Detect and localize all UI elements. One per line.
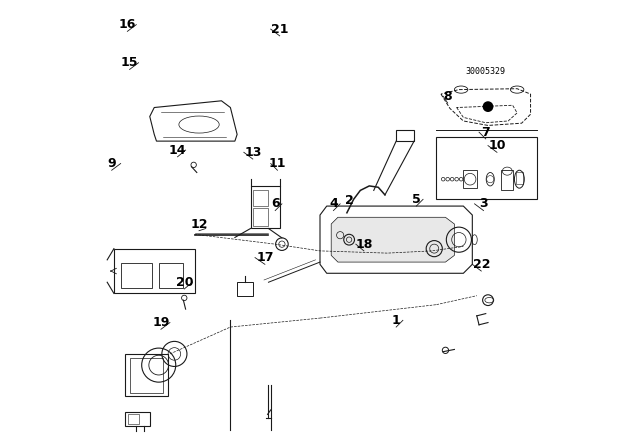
- Text: 12: 12: [190, 217, 208, 231]
- Text: 1: 1: [392, 314, 401, 327]
- Bar: [436, 137, 538, 199]
- Bar: [121, 263, 152, 288]
- Bar: [253, 208, 269, 226]
- Text: 9: 9: [108, 157, 116, 170]
- Text: 15: 15: [121, 56, 138, 69]
- Text: 22: 22: [472, 258, 490, 271]
- Circle shape: [483, 101, 493, 112]
- Text: 11: 11: [269, 157, 286, 170]
- Text: 10: 10: [488, 139, 506, 152]
- Polygon shape: [332, 217, 454, 262]
- Text: 21: 21: [271, 22, 289, 36]
- Bar: [463, 170, 477, 188]
- Bar: [125, 412, 150, 426]
- Text: 20: 20: [175, 276, 193, 289]
- Text: 17: 17: [256, 251, 274, 264]
- Bar: [130, 358, 163, 393]
- Text: 8: 8: [444, 90, 452, 103]
- Text: 13: 13: [244, 146, 262, 159]
- Bar: [128, 414, 140, 424]
- Bar: [396, 130, 414, 141]
- Bar: [516, 172, 523, 184]
- Polygon shape: [114, 249, 195, 293]
- Text: 14: 14: [169, 143, 186, 157]
- Polygon shape: [441, 89, 531, 125]
- Polygon shape: [150, 101, 237, 141]
- Bar: [125, 354, 168, 396]
- Polygon shape: [457, 105, 517, 123]
- Bar: [502, 170, 513, 190]
- Bar: [237, 282, 253, 296]
- Bar: [251, 186, 280, 228]
- Text: 18: 18: [355, 237, 372, 251]
- Text: 7: 7: [481, 125, 490, 139]
- Polygon shape: [320, 206, 472, 273]
- Text: 2: 2: [345, 194, 353, 207]
- Bar: [253, 190, 269, 206]
- Text: 5: 5: [412, 193, 420, 206]
- Text: 16: 16: [118, 18, 136, 31]
- Text: 30005329: 30005329: [466, 67, 506, 76]
- Text: 6: 6: [271, 197, 280, 211]
- Text: 4: 4: [329, 197, 338, 211]
- Bar: [159, 263, 184, 288]
- Text: 19: 19: [152, 316, 170, 329]
- Text: 3: 3: [479, 197, 488, 211]
